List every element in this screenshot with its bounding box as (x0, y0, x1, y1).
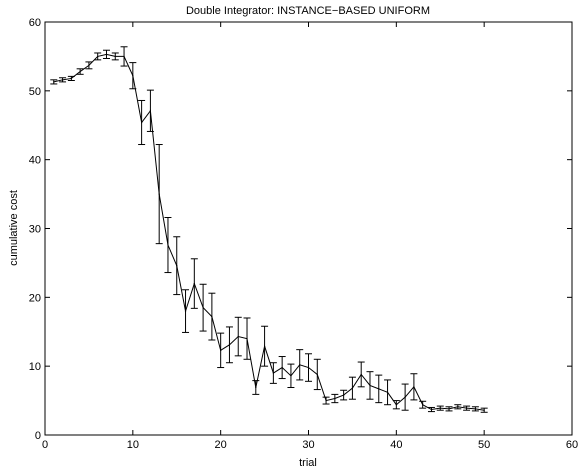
data-point (105, 53, 108, 55)
data-point (88, 64, 90, 66)
data-point (228, 344, 231, 346)
data-point (167, 244, 169, 246)
data-point (369, 384, 371, 387)
error-bars (50, 46, 488, 413)
data-point (149, 110, 151, 112)
data-point (220, 349, 222, 351)
data-point (483, 409, 485, 411)
y-tick-label: 40 (29, 155, 41, 167)
data-point (79, 70, 81, 73)
data-point (281, 366, 283, 369)
y-axis-label: cumulative cost (8, 190, 20, 266)
data-point (246, 338, 248, 340)
data-point (290, 375, 292, 377)
y-tick-label: 10 (29, 361, 41, 373)
data-point (466, 407, 468, 409)
data-point (343, 394, 345, 396)
data-point (448, 408, 450, 410)
data-point (474, 408, 476, 410)
x-tick-label: 60 (566, 439, 578, 451)
data-point (422, 404, 424, 406)
data-point (184, 310, 187, 312)
data-point (272, 372, 274, 374)
series-line (53, 53, 485, 411)
y-tick-label: 60 (29, 17, 41, 29)
data-point (202, 307, 204, 309)
x-tick-label: 40 (390, 439, 402, 451)
data-point (237, 335, 239, 338)
data-point (307, 366, 310, 369)
data-point (325, 399, 327, 402)
data-point (413, 386, 415, 388)
data-point (360, 373, 362, 376)
data-point (123, 55, 125, 58)
x-tick-label: 20 (215, 439, 227, 451)
data-point (351, 387, 354, 389)
x-axis-label: trial (299, 457, 317, 469)
x-tick-label: 0 (42, 439, 48, 451)
data-point (316, 373, 318, 376)
data-point (141, 121, 143, 124)
data-point (404, 396, 406, 398)
data-point (299, 364, 301, 366)
axis-ticks: 0 10 20 30 40 50 60 0 10 20 30 40 50 60 (29, 17, 578, 451)
data-point (132, 75, 134, 77)
data-point (61, 79, 64, 81)
data-point (176, 265, 178, 267)
data-point (193, 282, 195, 285)
data-point (114, 55, 116, 58)
y-tick-label: 50 (29, 86, 41, 98)
x-tick-label: 30 (302, 439, 314, 451)
data-point (439, 407, 441, 409)
data-point (97, 55, 99, 58)
data-point (386, 391, 389, 393)
x-tick-label: 10 (127, 439, 139, 451)
data-point (334, 397, 336, 400)
data-point (53, 81, 55, 83)
data-point (378, 388, 380, 390)
data-point (211, 316, 213, 318)
data-point (70, 77, 72, 80)
data-point (158, 193, 160, 195)
data-point (395, 404, 397, 406)
data-point (457, 406, 459, 408)
data-point (255, 386, 257, 389)
chart-title: Double Integrator: INSTANCE−BASED UNIFOR… (186, 5, 430, 17)
data-point (430, 408, 433, 411)
y-tick-label: 20 (29, 292, 41, 304)
y-tick-label: 0 (35, 430, 41, 442)
data-point (263, 345, 266, 347)
series-group (53, 53, 485, 411)
y-tick-label: 30 (29, 224, 41, 236)
x-tick-label: 50 (478, 439, 490, 451)
